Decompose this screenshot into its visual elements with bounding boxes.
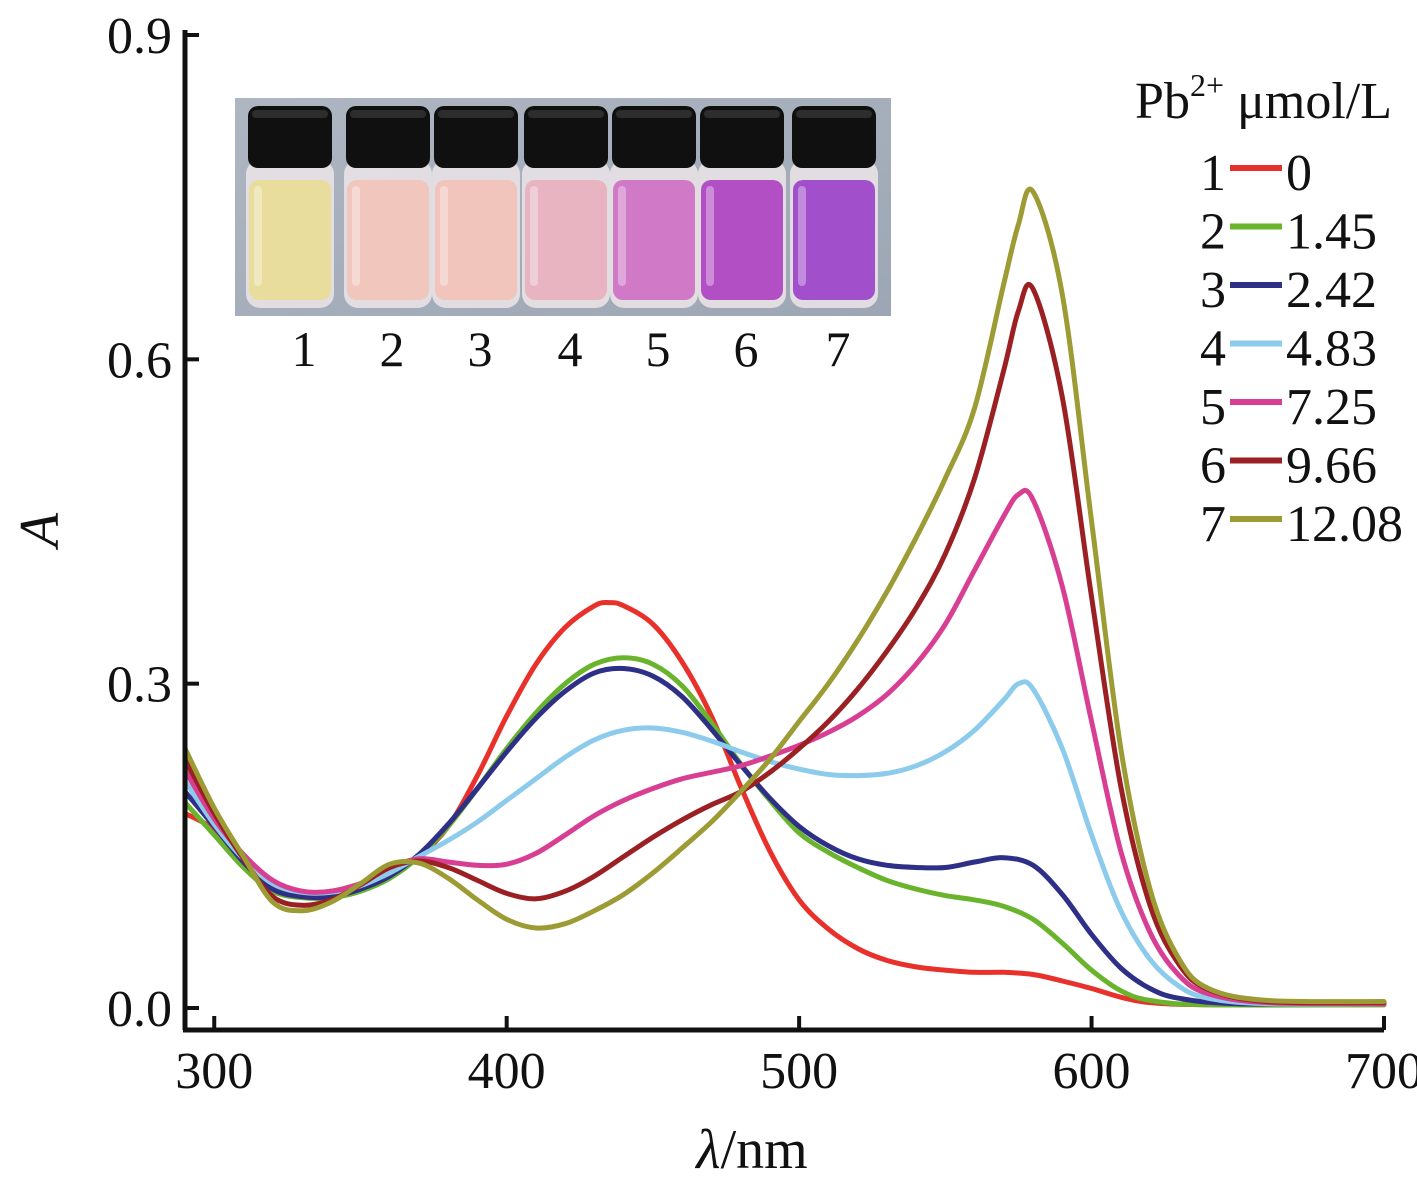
vial-4: 4: [522, 106, 610, 377]
vial-label: 4: [558, 321, 583, 377]
vial-label: 5: [646, 321, 671, 377]
legend-index-2: 2: [1200, 204, 1226, 261]
legend-label-7: 12.08: [1286, 496, 1403, 553]
vial-cap: [524, 106, 608, 168]
vial-label: 2: [380, 321, 405, 377]
vial-liquid: [613, 180, 695, 300]
legend-title: Pb2+ μmol/L: [1135, 67, 1392, 130]
legend-label-5: 7.25: [1286, 379, 1377, 436]
vial-highlight: [352, 186, 360, 286]
legend-index-1: 1: [1200, 145, 1226, 202]
vial-cap-rim: [252, 110, 328, 118]
vial-highlight: [254, 186, 262, 286]
x-tick-label: 400: [468, 1043, 546, 1100]
vial-cap-rim: [704, 110, 780, 118]
vial-label: 1: [292, 321, 317, 377]
vial-highlight: [530, 186, 538, 286]
series-line-4: [182, 679, 1387, 1007]
vial-cap-rim: [796, 110, 872, 118]
legend: Pb2+ μmol/L 1 0 2 1.45 3 2.42 4 4.83 5 7.25 6 9.66 7 1…: [1135, 67, 1403, 553]
x-axis-title-unit: /nm: [721, 1119, 808, 1181]
legend-index-7: 7: [1200, 496, 1226, 553]
vial-cap: [612, 106, 696, 168]
series-line-6: [182, 281, 1387, 1006]
series-line-2: [182, 655, 1387, 1008]
vial-5: 5: [610, 106, 698, 377]
vial-cap: [700, 106, 784, 168]
vial-liquid: [701, 180, 783, 300]
y-tick-label: 0.0: [107, 981, 172, 1038]
vial-cap-rim: [438, 110, 514, 118]
vial-label: 6: [734, 321, 759, 377]
x-tick-label: 300: [175, 1043, 253, 1100]
x-axis-title-symbol: λ: [694, 1119, 720, 1181]
legend-index-5: 5: [1200, 379, 1226, 436]
vial-cap: [792, 106, 876, 168]
vial-cap: [434, 106, 518, 168]
axes: 300 400 500 600 700 0.0 0.3 0.6 0.9 λ/nm A: [9, 8, 1417, 1181]
vial-liquid: [793, 180, 875, 300]
legend-index-6: 6: [1200, 438, 1226, 495]
x-axis-title: λ/nm: [694, 1119, 807, 1181]
vial-cap-rim: [528, 110, 604, 118]
legend-label-1: 0: [1286, 145, 1312, 202]
x-tick-label: 600: [1053, 1043, 1131, 1100]
series-line-3: [182, 665, 1387, 1007]
vial-1: 1: [246, 106, 334, 377]
y-tick-label: 0.3: [107, 657, 172, 714]
plot-lines: [182, 186, 1387, 1008]
vial-label: 3: [468, 321, 493, 377]
vial-highlight: [440, 186, 448, 286]
vial-highlight: [706, 186, 714, 286]
y-tick-label: 0.9: [107, 8, 172, 65]
legend-label-2: 1.45: [1286, 204, 1377, 261]
x-tick-label: 500: [760, 1043, 838, 1100]
vial-3: 3: [432, 106, 520, 377]
vial-6: 6: [698, 106, 786, 377]
y-tick-label: 0.6: [107, 332, 172, 389]
legend-label-6: 9.66: [1286, 438, 1377, 495]
legend-index-4: 4: [1200, 321, 1226, 378]
vial-highlight: [798, 186, 806, 286]
vial-liquid: [249, 180, 331, 300]
vial-cap: [346, 106, 430, 168]
vial-cap-rim: [350, 110, 426, 118]
vial-2: 2: [344, 106, 432, 377]
vial-highlight: [618, 186, 626, 286]
series-line-5: [182, 487, 1387, 1007]
inset-vial-photo: 1 2 3 4 5 6 7: [235, 98, 891, 377]
vial-liquid: [435, 180, 517, 300]
series-line-7: [182, 186, 1387, 1005]
legend-index-3: 3: [1200, 262, 1226, 319]
vial-liquid: [347, 180, 429, 300]
vial-label: 7: [826, 321, 851, 377]
vial-cap: [248, 106, 332, 168]
vial-cap-rim: [616, 110, 692, 118]
x-tick-label: 700: [1345, 1043, 1417, 1100]
legend-label-3: 2.42: [1286, 262, 1377, 319]
vial-liquid: [525, 180, 607, 300]
series-line-1: [182, 600, 1387, 1008]
vial-7: 7: [790, 106, 878, 377]
y-axis-title: A: [9, 512, 71, 551]
legend-label-4: 4.83: [1286, 321, 1377, 378]
